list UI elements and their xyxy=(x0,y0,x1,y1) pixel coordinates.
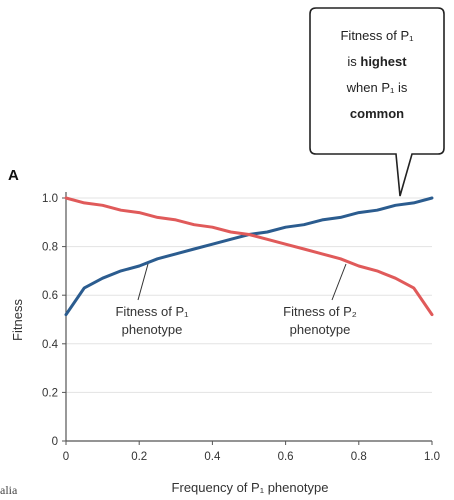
y-tick-label-5: 1.0 xyxy=(42,193,58,205)
y-tick-label-2: 0.4 xyxy=(42,339,59,351)
x-axis-label: Frequency of P₁ phenotype xyxy=(172,480,329,495)
p1-leader-line xyxy=(137,263,149,301)
series-line-p1 xyxy=(64,196,434,317)
callout-line-2-pre: is xyxy=(347,54,360,69)
callout-line-2: is highest xyxy=(347,54,407,69)
p2-label-line-1: Fitness of P₂ xyxy=(283,304,357,319)
p1-label-line-1: Fitness of P₁ xyxy=(115,304,189,319)
x-tick-label-1: 0.2 xyxy=(131,451,147,463)
grid-lines xyxy=(66,197,432,393)
p1-label-line-2: phenotype xyxy=(122,322,183,337)
series-line-p2 xyxy=(64,196,434,317)
y-tick-labels: 0 0.2 0.4 0.6 0.8 1.0 xyxy=(42,193,59,448)
callout-box: Fitness of P₁ is highest when P₁ is comm… xyxy=(309,7,445,197)
callout-line-2-bold: highest xyxy=(360,54,407,69)
y-axis-label: Fitness xyxy=(10,299,25,341)
axes xyxy=(62,192,433,445)
callout-line-4: common xyxy=(350,106,404,121)
x-tick-label-3: 0.6 xyxy=(278,451,294,463)
callout-line-3: when P₁ is xyxy=(346,80,408,95)
y-tick-label-3: 0.6 xyxy=(42,290,58,302)
p2-leader-line xyxy=(331,263,347,301)
x-tick-labels: 0 0.2 0.4 0.6 0.8 1.0 xyxy=(63,451,440,463)
callout-line-1: Fitness of P₁ xyxy=(340,28,414,43)
series-lines xyxy=(64,196,434,317)
y-tick-label-1: 0.2 xyxy=(42,387,58,399)
callout-bubble xyxy=(309,7,445,197)
panel-label: A xyxy=(8,167,19,184)
cropped-caption-text: alia xyxy=(0,483,18,497)
x-tick-label-4: 0.8 xyxy=(351,451,367,463)
p2-label-line-2: phenotype xyxy=(290,322,351,337)
x-tick-label-5: 1.0 xyxy=(424,451,440,463)
y-tick-label-4: 0.8 xyxy=(42,242,58,254)
y-tick-label-0: 0 xyxy=(52,436,58,448)
x-tick-label-0: 0 xyxy=(63,451,69,463)
x-tick-label-2: 0.4 xyxy=(204,451,221,463)
